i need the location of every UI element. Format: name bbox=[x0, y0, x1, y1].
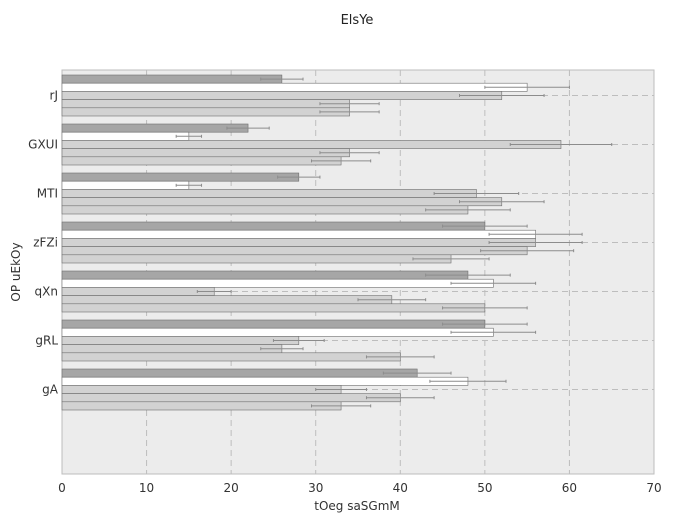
bar bbox=[61, 74, 283, 84]
bar bbox=[61, 123, 249, 133]
y-tick-label: zFZi bbox=[33, 236, 58, 250]
bar bbox=[61, 254, 452, 264]
y-tick-label: GXUI bbox=[28, 138, 58, 152]
bar bbox=[61, 82, 528, 92]
bar bbox=[61, 401, 342, 411]
bar bbox=[61, 327, 494, 337]
y-tick-label: qXn bbox=[35, 285, 58, 299]
bar bbox=[61, 295, 393, 305]
bar bbox=[61, 180, 190, 190]
bar bbox=[61, 221, 486, 231]
bar bbox=[61, 99, 350, 109]
bars bbox=[61, 74, 613, 411]
bar bbox=[61, 278, 494, 288]
bar bbox=[61, 229, 536, 239]
chart-title: ElsYe bbox=[341, 13, 374, 28]
bar bbox=[61, 131, 190, 141]
x-axis-label: tOeg saSGmM bbox=[314, 499, 400, 513]
bar bbox=[61, 287, 215, 296]
y-tick-label: MTI bbox=[37, 187, 58, 201]
tick-labels: 0 10 20 30 40 50 60 70 rJ GXUI MTI zFZi qXn gRL gA bbox=[28, 89, 661, 496]
x-tick-label: 50 bbox=[477, 481, 492, 495]
bar bbox=[61, 270, 469, 280]
bar bbox=[61, 172, 300, 182]
bar bbox=[61, 352, 401, 362]
x-tick-label: 20 bbox=[224, 481, 239, 495]
bar bbox=[61, 205, 469, 215]
bar bbox=[61, 368, 418, 378]
y-tick-label: gA bbox=[42, 383, 59, 397]
y-tick-label: gRL bbox=[35, 334, 58, 348]
bar bbox=[61, 319, 486, 329]
bar bbox=[61, 189, 477, 198]
bar bbox=[61, 107, 350, 117]
bar bbox=[61, 246, 528, 256]
bar bbox=[61, 238, 536, 247]
x-tick-label: 70 bbox=[646, 481, 661, 495]
x-tick-label: 60 bbox=[562, 481, 577, 495]
bar bbox=[61, 393, 401, 403]
bar bbox=[61, 303, 486, 313]
x-tick-label: 10 bbox=[139, 481, 154, 495]
x-tick-label: 0 bbox=[58, 481, 66, 495]
x-tick-label: 30 bbox=[308, 481, 323, 495]
x-tick-label: 40 bbox=[393, 481, 408, 495]
bar bbox=[61, 376, 469, 386]
bar bbox=[61, 91, 503, 100]
bar bbox=[61, 385, 342, 394]
bar bbox=[61, 197, 503, 207]
bar bbox=[61, 156, 342, 166]
bar bbox=[61, 336, 300, 345]
y-tick-label: rJ bbox=[50, 89, 58, 103]
bar bbox=[61, 140, 562, 149]
bar bbox=[61, 344, 283, 354]
y-axis-label: OP uEkOy bbox=[9, 242, 23, 301]
bar bbox=[61, 148, 350, 158]
